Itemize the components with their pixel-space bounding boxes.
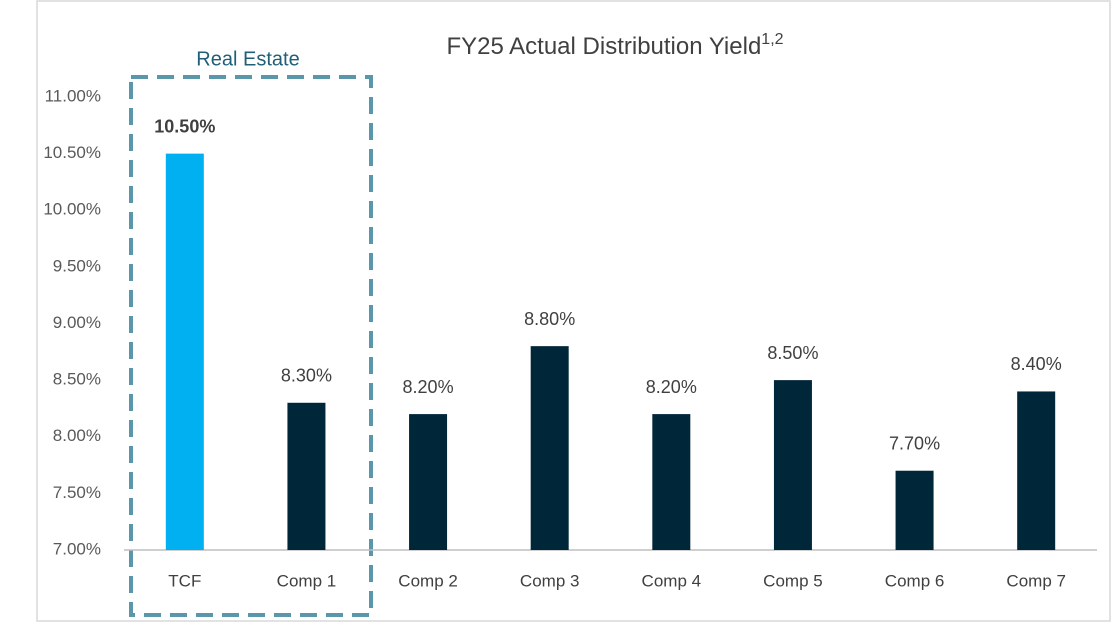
- y-tick-label: 11.00%: [45, 86, 101, 105]
- data-label: 8.20%: [646, 377, 697, 397]
- bar: [409, 414, 448, 550]
- x-tick-label: Comp 5: [763, 571, 823, 590]
- bar: [652, 414, 691, 550]
- title-text: FY25 Actual Distribution Yield: [446, 33, 761, 60]
- data-label: 8.30%: [281, 366, 332, 386]
- data-label: 8.80%: [524, 309, 575, 329]
- bar: [1017, 391, 1056, 550]
- bar: [287, 402, 326, 550]
- title-superscript: 1,2: [761, 31, 783, 48]
- x-tick-label: Comp 3: [520, 571, 580, 590]
- y-tick-label: 9.00%: [53, 313, 101, 332]
- y-tick-label: 10.00%: [43, 200, 101, 219]
- x-tick-label: TCF: [168, 571, 201, 590]
- y-tick-label: 7.00%: [53, 539, 101, 558]
- y-tick-label: 9.50%: [53, 256, 101, 275]
- y-tick-label: 10.50%: [43, 143, 101, 162]
- chart-title: FY25 Actual Distribution Yield1,2: [446, 31, 783, 60]
- x-tick-label: Comp 4: [642, 571, 702, 590]
- x-tick-label: Comp 7: [1006, 571, 1066, 590]
- bar: [530, 346, 569, 550]
- y-tick-label: 8.00%: [53, 426, 101, 445]
- x-tick-label: Comp 6: [885, 571, 945, 590]
- data-label: 7.70%: [889, 433, 940, 453]
- x-tick-label: Comp 1: [277, 571, 337, 590]
- data-label: 8.20%: [403, 377, 454, 397]
- data-label: 8.50%: [767, 343, 818, 363]
- data-label: 10.50%: [154, 116, 215, 136]
- highlight-box: [129, 75, 373, 617]
- y-tick-label: 7.50%: [53, 483, 101, 502]
- data-label: 8.40%: [1011, 354, 1062, 374]
- bar: [895, 470, 934, 550]
- bar: [773, 380, 812, 550]
- x-tick-label: Comp 2: [398, 571, 458, 590]
- annotation: Real Estate: [196, 48, 299, 70]
- bar: [165, 153, 204, 550]
- y-tick-label: 8.50%: [53, 370, 101, 389]
